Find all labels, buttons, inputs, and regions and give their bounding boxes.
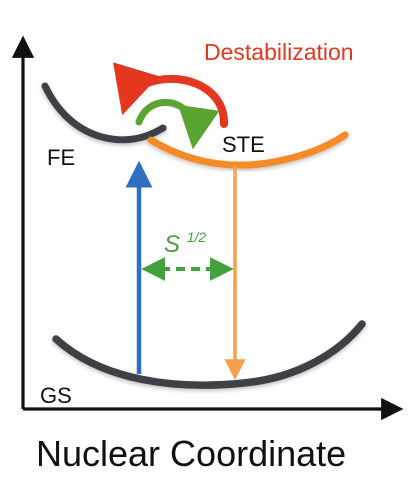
free-exciton-curve [41,82,167,144]
fe-label: FE [47,145,75,170]
self-trapped-exciton-curve [147,131,349,169]
self-trapping-arrow [135,98,220,150]
ground-state-curve [52,320,366,389]
destabilization-label: Destabilization [204,39,354,65]
x-axis-label: Nuclear Coordinate [36,433,346,474]
s-label: S 1/2 [164,229,206,258]
s-label-main: S [164,231,180,258]
ste-label: STE [222,132,265,157]
s-label-superscript: 1/2 [187,229,207,245]
gs-label: GS [40,383,72,408]
destabilization-arrow [113,62,229,128]
